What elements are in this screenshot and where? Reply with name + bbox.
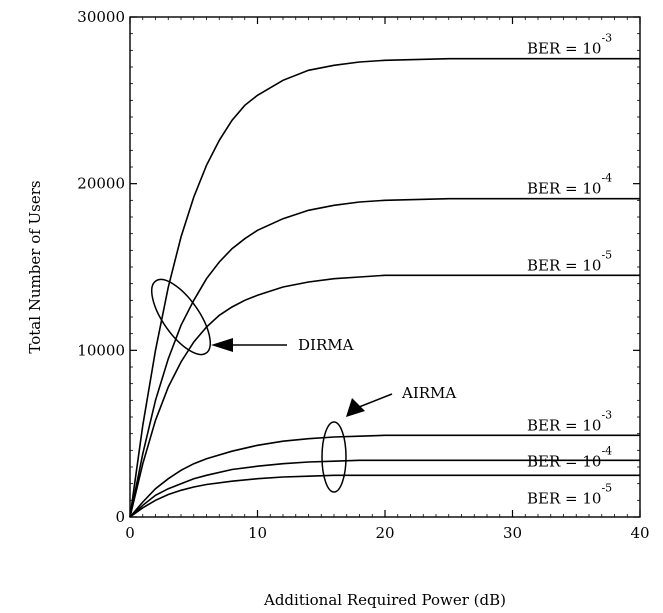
- series-label: BER = 10-5: [527, 248, 612, 274]
- series-label: BER = 10-4: [527, 444, 612, 470]
- y-axis-title: Total Number of Users: [26, 180, 44, 353]
- airma-ellipse: [321, 421, 347, 493]
- series-line-dirma-m5: [129, 274, 640, 518]
- series-line-dirma-m3: [129, 57, 640, 518]
- x-tick-label: 0: [125, 524, 135, 542]
- airma-label: AIRMA: [401, 384, 456, 402]
- annotations: DIRMA AIRMA: [151, 278, 456, 493]
- axis-ticks: 0 10 20 30 40 0 10000 20000 30000: [77, 8, 649, 542]
- series-label: BER = 10-4: [527, 172, 612, 198]
- series-labels: BER = 10-3 BER = 10-4 BER = 10-5 BER = 10-3…: [527, 32, 612, 508]
- dirma-label: DIRMA: [298, 336, 354, 354]
- series-line-airma-m5: [129, 474, 640, 518]
- plot-frame: [129, 16, 641, 518]
- series-line-dirma-m4: [129, 197, 640, 518]
- dirma-arrowhead: [211, 338, 233, 352]
- series-line-airma-m3: [129, 434, 640, 518]
- x-tick-label: 20: [375, 524, 394, 542]
- dirma-ellipse: [151, 278, 211, 356]
- series-label: BER = 10-3: [527, 32, 612, 58]
- x-axis-title: Additional Required Power (dB): [263, 591, 506, 609]
- series-curves: [129, 57, 640, 518]
- y-tick-label: 30000: [77, 8, 125, 26]
- series-label: BER = 10-3: [527, 408, 612, 434]
- x-tick-label: 30: [503, 524, 522, 542]
- series-label: BER = 10-5: [527, 481, 612, 507]
- airma-arrowhead: [346, 398, 365, 417]
- series-line-airma-m4: [129, 459, 640, 518]
- y-tick-label: 10000: [77, 341, 125, 359]
- y-tick-label: 20000: [77, 175, 125, 193]
- x-tick-label: 40: [630, 524, 649, 542]
- x-tick-label: 10: [248, 524, 267, 542]
- y-tick-label: 0: [115, 508, 125, 526]
